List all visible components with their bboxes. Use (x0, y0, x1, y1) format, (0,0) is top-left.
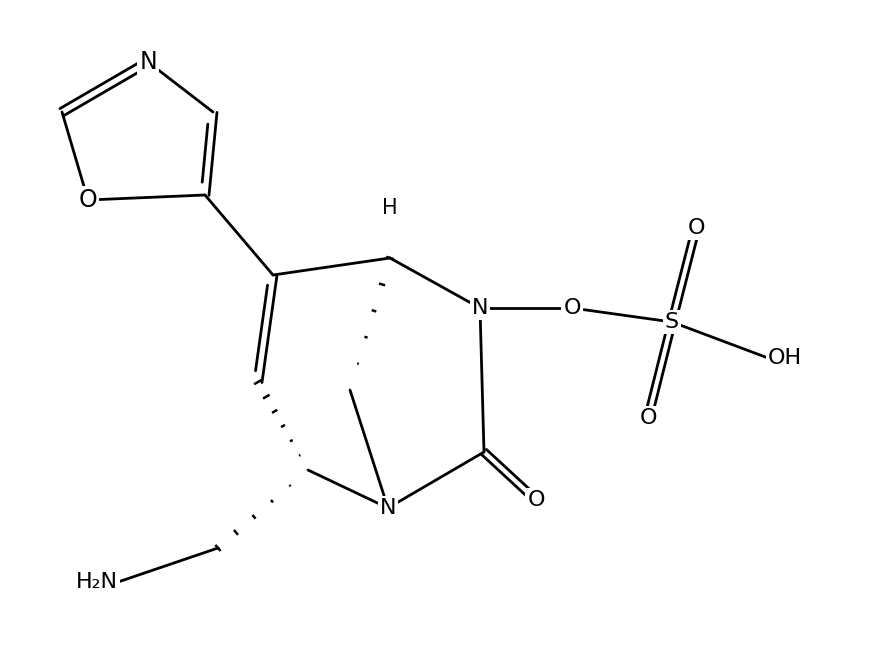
Text: N: N (379, 498, 396, 518)
Text: S: S (665, 312, 679, 332)
Text: O: O (528, 490, 545, 510)
Text: O: O (563, 298, 581, 318)
Text: N: N (472, 298, 488, 318)
Text: O: O (639, 408, 657, 428)
Text: O: O (78, 188, 98, 212)
Text: H: H (382, 198, 398, 218)
Text: N: N (140, 50, 157, 74)
Text: OH: OH (768, 348, 802, 368)
Text: H₂N: H₂N (76, 572, 118, 592)
Text: O: O (687, 218, 705, 238)
